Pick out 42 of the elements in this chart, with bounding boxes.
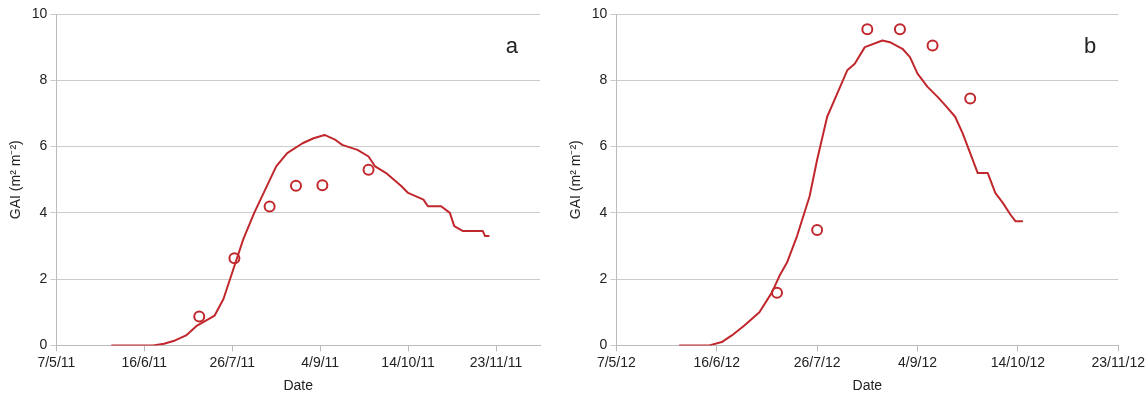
- point: [228, 252, 241, 265]
- annotation: b: [1084, 33, 1097, 59]
- point: [263, 200, 276, 213]
- y-tick-label: 2: [39, 269, 48, 286]
- y-tick-label: 0: [39, 336, 48, 353]
- point: [362, 163, 375, 176]
- annotation: a: [505, 33, 519, 59]
- y-tick-label: 2: [599, 269, 608, 286]
- y-tick-label: 6: [599, 137, 608, 154]
- x-tick-label: 16/6/11: [121, 353, 168, 370]
- y-tick-label: 4: [599, 203, 608, 220]
- x-tick-label: 4/9/11: [301, 353, 340, 370]
- point: [893, 23, 906, 36]
- x-tick-label: 4/9/12: [898, 353, 938, 370]
- y-tick-label: 6: [39, 137, 48, 154]
- x-tick-label: 14/10/12: [990, 353, 1046, 370]
- x-tick-label: 7/5/12: [596, 353, 637, 370]
- point: [289, 179, 302, 192]
- y-tick-label: 0: [599, 336, 608, 353]
- x-tick-label: 26/7/12: [793, 353, 841, 370]
- y-tick-label: 4: [39, 203, 48, 220]
- y-tick-label: 10: [591, 4, 608, 21]
- y-tick-label: 8: [39, 71, 48, 88]
- x-tick-label: 14/10/11: [381, 353, 436, 370]
- point: [770, 286, 783, 299]
- point: [861, 23, 874, 36]
- y-tick-label: 10: [31, 4, 48, 21]
- point: [316, 179, 329, 192]
- point: [193, 310, 206, 323]
- point: [964, 92, 977, 105]
- point: [811, 224, 824, 237]
- y-axis-title: GAI (m² m⁻²): [567, 140, 584, 220]
- point: [926, 39, 939, 52]
- x-axis-title: Date: [852, 377, 883, 394]
- y-tick-label: 8: [599, 71, 608, 88]
- x-tick-label: 7/5/11: [37, 353, 76, 370]
- y-axis-title: GAI (m² m⁻²): [7, 140, 24, 220]
- x-axis-title: Date: [283, 377, 314, 394]
- x-tick-label: 16/6/12: [693, 353, 741, 370]
- x-tick-label: 23/11/11: [469, 353, 523, 370]
- x-tick-label: 23/11/12: [1091, 353, 1146, 370]
- x-tick-label: 26/7/11: [209, 353, 256, 370]
